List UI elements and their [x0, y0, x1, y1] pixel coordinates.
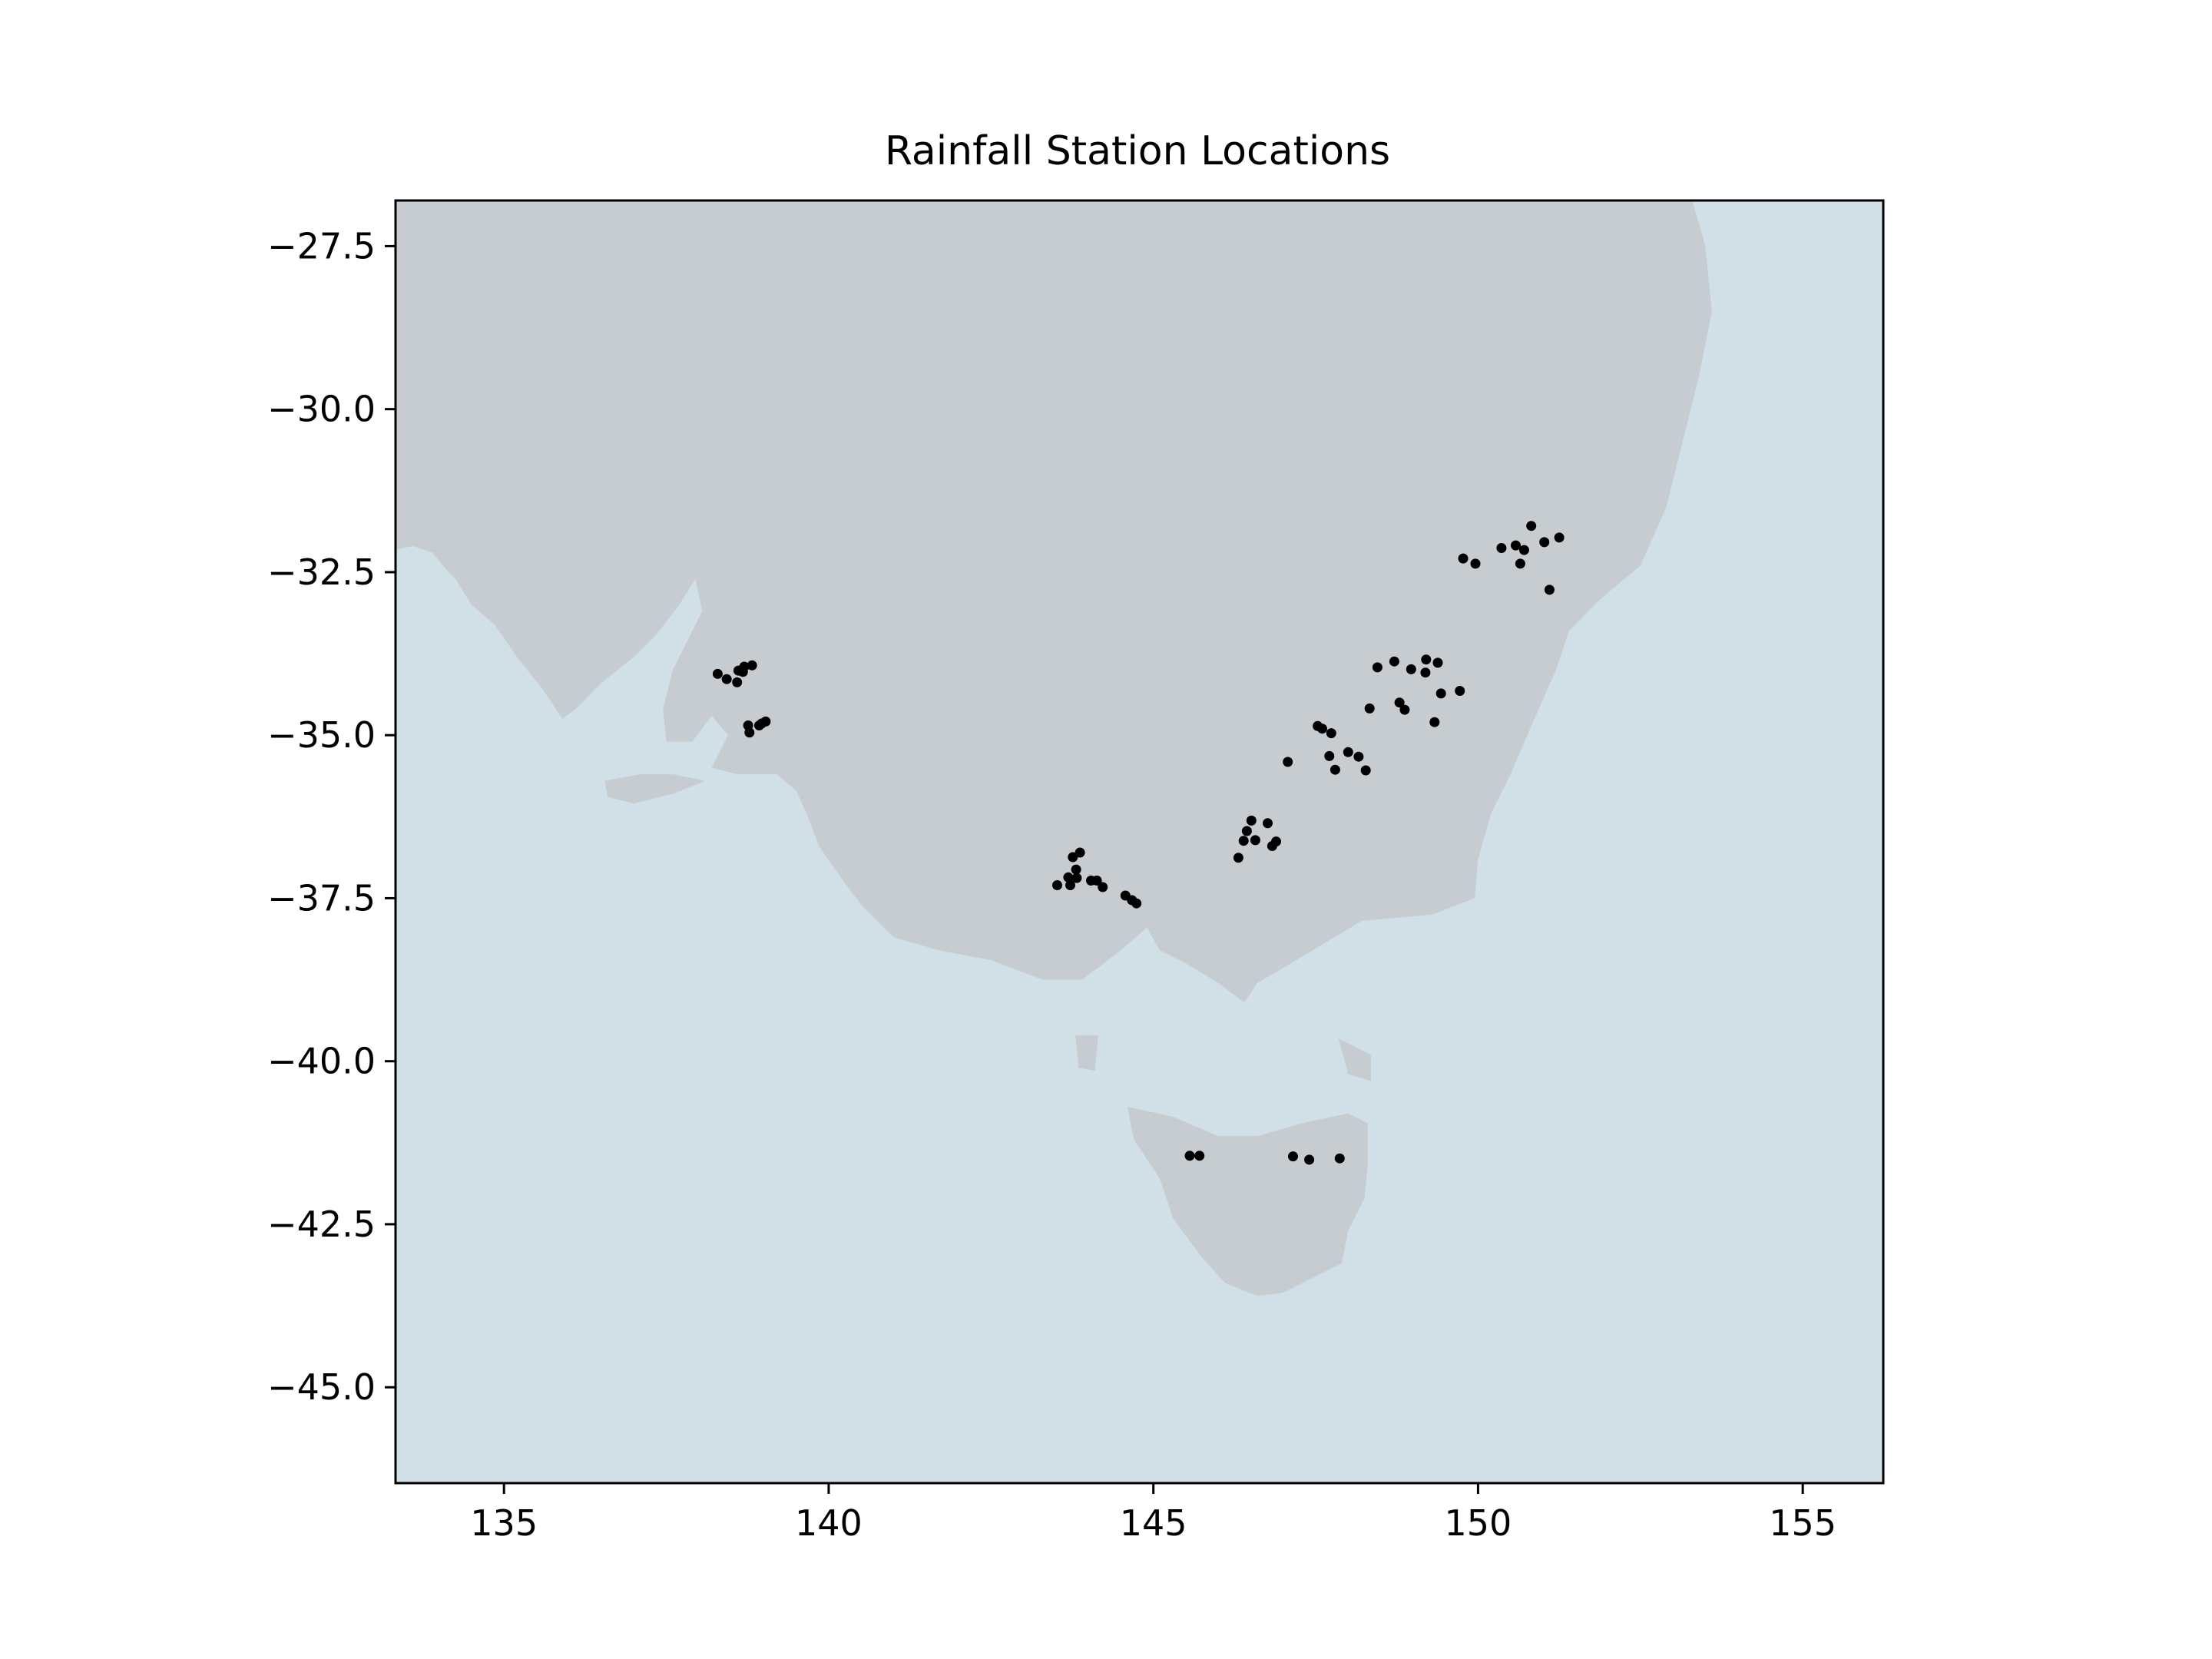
station-marker — [1360, 765, 1371, 776]
station-marker — [1131, 898, 1142, 909]
station-marker — [1271, 836, 1281, 847]
y-tick-label: −40.0 — [267, 1041, 376, 1082]
y-tick-label: −35.0 — [267, 714, 376, 756]
station-marker — [1432, 657, 1443, 668]
station-marker — [1420, 667, 1431, 678]
station-marker — [1246, 815, 1257, 826]
station-marker — [1496, 543, 1507, 553]
station-marker — [1394, 697, 1405, 708]
station-marker — [1194, 1151, 1205, 1161]
map-title: Rainfall Station Locations — [885, 128, 1390, 174]
station-marker — [1324, 750, 1335, 761]
station-marker — [712, 668, 723, 679]
station-marker — [1406, 664, 1416, 674]
station-marker — [1334, 1153, 1345, 1164]
station-marker — [732, 677, 743, 687]
station-marker — [1364, 703, 1375, 714]
station-marker — [1421, 654, 1432, 665]
plot-area: 135 140 145 150 155 −27.5 −30.0 −32.5 −35.0 −37.… — [267, 199, 1885, 1544]
station-marker — [1389, 656, 1399, 667]
station-marker — [1399, 704, 1410, 715]
island-3 — [1338, 1038, 1371, 1081]
x-axis: 135 140 145 150 155 — [470, 1483, 1836, 1544]
station-marker — [744, 727, 755, 738]
x-tick-label: 150 — [1445, 1502, 1512, 1544]
station-marker — [1554, 532, 1565, 543]
station-marker — [1544, 584, 1555, 595]
station-marker — [1343, 747, 1353, 757]
station-marker — [1470, 558, 1481, 569]
y-tick-label: −30.0 — [267, 389, 376, 430]
station-marker — [1288, 1151, 1298, 1162]
station-marker — [1075, 847, 1085, 858]
station-marker — [1526, 521, 1537, 531]
station-marker — [1429, 717, 1440, 727]
y-tick-label: −37.5 — [267, 877, 376, 919]
station-marker — [1184, 1151, 1195, 1161]
x-tick-label: 140 — [795, 1502, 863, 1544]
y-axis: −27.5 −30.0 −32.5 −35.0 −37.5 −40.0 −42.5 −45.0 — [267, 225, 396, 1408]
station-marker — [1515, 558, 1525, 569]
station-marker — [721, 674, 732, 684]
y-tick-label: −27.5 — [267, 225, 376, 267]
x-tick-label: 145 — [1120, 1502, 1187, 1544]
y-tick-label: −42.5 — [267, 1204, 376, 1245]
station-marker — [1317, 724, 1327, 734]
station-marker — [1353, 751, 1364, 762]
station-marker — [1518, 545, 1529, 555]
station-marker — [760, 716, 771, 727]
station-marker — [1263, 818, 1273, 829]
y-tick-label: −45.0 — [267, 1366, 376, 1408]
station-marker — [739, 661, 750, 672]
island-1 — [604, 774, 706, 804]
station-marker — [1330, 764, 1340, 775]
station-marker — [1250, 835, 1260, 846]
station-marker — [1098, 882, 1108, 892]
station-marker — [1511, 540, 1521, 551]
station-marker — [1071, 873, 1082, 883]
station-marker — [1435, 688, 1446, 699]
station-marker — [1304, 1154, 1315, 1165]
landmass-mainland — [396, 200, 1712, 1003]
island-2 — [1075, 1035, 1098, 1071]
station-marker — [1091, 876, 1102, 886]
x-tick-label: 135 — [470, 1502, 538, 1544]
plot-frame — [394, 199, 1885, 1485]
station-layer — [712, 521, 1565, 1165]
station-marker — [1238, 836, 1249, 846]
station-marker — [1283, 757, 1293, 767]
station-marker — [1233, 853, 1243, 863]
station-marker — [1063, 872, 1074, 882]
y-tick-label: −32.5 — [267, 551, 376, 593]
station-marker — [1539, 537, 1550, 548]
station-marker — [1065, 880, 1075, 890]
station-marker — [1241, 826, 1252, 836]
station-marker — [1455, 686, 1465, 696]
station-marker — [747, 660, 757, 671]
x-tick-label: 155 — [1769, 1502, 1836, 1544]
station-marker — [1071, 864, 1081, 875]
station-marker — [1068, 852, 1078, 863]
station-marker — [1458, 553, 1469, 564]
station-marker — [1326, 728, 1336, 739]
station-marker — [1372, 662, 1382, 673]
station-marker — [1052, 880, 1062, 890]
